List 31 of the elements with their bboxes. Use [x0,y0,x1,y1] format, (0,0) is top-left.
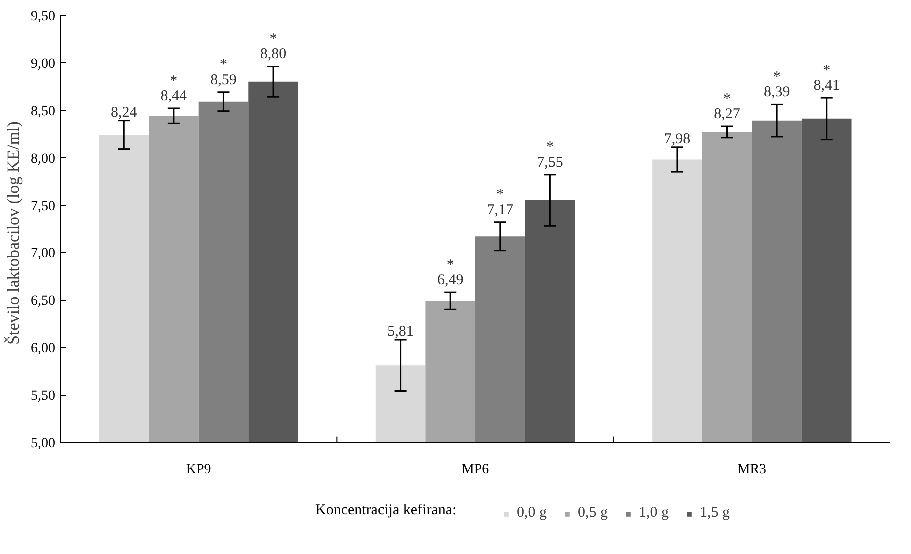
y-tick-label: 6,00 [31,342,56,357]
x-tick-label: KP9 [186,462,212,478]
data-label: * 8,44 [160,73,188,104]
data-label: * 8,80 [260,32,287,63]
y-tick-label: 8,00 [31,152,56,167]
data-label: * 8,41 [814,62,840,94]
y-tick-label: 5,50 [31,389,56,404]
y-tick-label: 9,50 [31,10,56,24]
data-label: 8,24 [111,104,138,121]
data-label: 7,98 [664,131,691,148]
data-label: * 8,27 [714,91,741,123]
legend-label: 0,5 g [578,505,608,522]
y-tick-label: 5,00 [31,436,56,452]
data-label: * 8,59 [210,57,237,88]
y-axis-title: Število laktobacilov (log KE/ml) [4,122,23,345]
legend-label: 1,5 g [700,505,730,522]
x-tick-label: MR3 [738,462,767,478]
data-label: 5,81 [388,324,414,340]
y-tick-label: 6,50 [31,294,56,310]
y-tick-label: 8,50 [31,104,56,120]
data-label: * 8,39 [764,69,790,101]
data-label: * 7,55 [537,140,564,171]
data-label: * 7,17 [487,187,514,218]
y-tick-label: 9,00 [31,56,56,72]
legend-label: 0,0 g [517,505,547,522]
y-tick-label: 7,50 [31,199,56,214]
y-tick-label: 7,00 [31,246,56,262]
legend-title: Koncentracija kefirana: [316,502,457,518]
data-label: * 6,49 [437,257,464,289]
x-tick-label: MP6 [462,462,490,478]
legend-label: 1,0 g [639,505,669,522]
